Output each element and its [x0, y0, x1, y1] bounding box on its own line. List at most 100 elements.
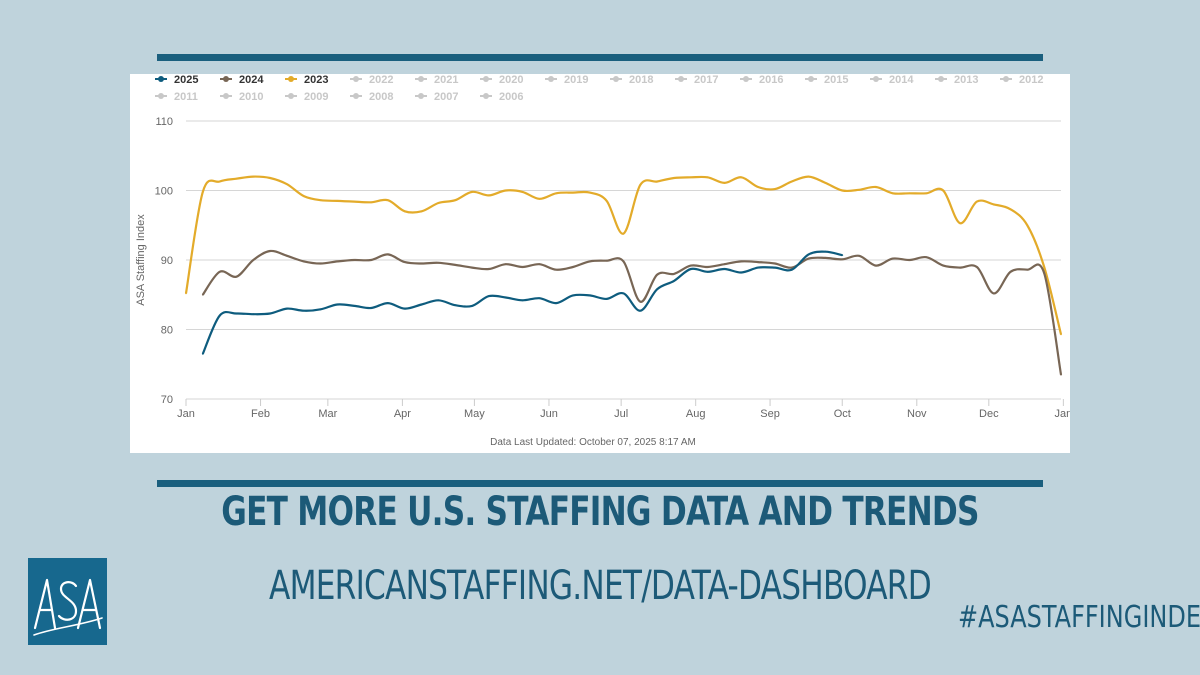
x-tick-label: Jun — [540, 408, 558, 420]
data-point-2025 — [521, 299, 524, 302]
legend-item-2006[interactable]: 2006 — [480, 91, 523, 103]
legend-label: 2008 — [369, 91, 393, 103]
data-point-2025 — [622, 292, 625, 295]
legend-item-2020[interactable]: 2020 — [480, 74, 523, 86]
data-point-2024 — [353, 259, 356, 261]
y-tick-label: 90 — [161, 255, 173, 267]
legend-marker — [353, 76, 359, 82]
x-tick-label: Mar — [318, 408, 337, 420]
top-divider — [157, 54, 1043, 61]
data-point-2024 — [992, 292, 995, 295]
legend-marker — [483, 76, 489, 82]
data-point-2025 — [353, 304, 356, 307]
data-point-2024 — [942, 264, 945, 267]
data-point-2024 — [689, 264, 692, 267]
data-point-2023 — [639, 184, 642, 186]
data-point-2023 — [706, 176, 709, 179]
legend-label: 2021 — [434, 74, 458, 86]
legend-marker — [613, 76, 619, 82]
data-point-2023 — [420, 210, 423, 213]
legend-marker — [223, 93, 229, 99]
y-tick-label: 80 — [161, 325, 173, 337]
data-point-2023 — [1060, 333, 1062, 336]
legend-item-2023[interactable]: 2023 — [285, 74, 328, 86]
data-point-2025 — [336, 303, 339, 306]
data-point-2024 — [286, 254, 288, 257]
legend-marker — [158, 76, 164, 82]
data-point-2024 — [572, 266, 574, 268]
legend-item-2017[interactable]: 2017 — [675, 74, 718, 86]
data-point-2024 — [891, 257, 894, 260]
data-point-2024 — [235, 275, 238, 278]
data-point-2024 — [908, 259, 911, 261]
x-tick-label: Sep — [760, 408, 780, 420]
legend-item-2018[interactable]: 2018 — [610, 74, 653, 86]
data-point-2023 — [757, 186, 760, 188]
data-point-2024 — [740, 260, 743, 263]
data-point-2023 — [605, 200, 608, 202]
legend-marker — [418, 93, 424, 99]
dashboard-link[interactable]: AMERICANSTAFFING.NET/DATA-DASHBOARD — [269, 563, 932, 609]
data-point-2024 — [959, 266, 961, 269]
legend-item-2012[interactable]: 2012 — [1000, 74, 1043, 86]
x-tick-label: Jan — [1054, 408, 1070, 420]
legend-item-2019[interactable]: 2019 — [545, 74, 588, 86]
data-point-2023 — [555, 192, 558, 195]
data-point-2023 — [370, 201, 372, 204]
legend-item-2016[interactable]: 2016 — [740, 74, 783, 86]
legend-label: 2015 — [824, 74, 848, 86]
x-tick-label: Dec — [979, 408, 999, 420]
legend-item-2015[interactable]: 2015 — [805, 74, 848, 86]
legend-item-2008[interactable]: 2008 — [350, 91, 393, 103]
data-point-2025 — [807, 253, 810, 256]
data-point-2023 — [319, 199, 322, 202]
data-point-2024 — [1009, 270, 1012, 273]
legend-item-2007[interactable]: 2007 — [415, 91, 458, 103]
data-point-2025 — [319, 308, 322, 311]
data-point-2023 — [622, 232, 625, 235]
data-point-2025 — [572, 294, 574, 297]
x-tick-label: Jan — [177, 408, 195, 420]
data-point-2023 — [740, 176, 743, 179]
data-point-2025 — [555, 302, 558, 304]
legend-label: 2025 — [174, 74, 198, 86]
data-point-2025 — [387, 302, 389, 304]
legend-marker — [1003, 76, 1009, 82]
data-point-2024 — [875, 264, 877, 267]
legend-marker — [288, 76, 294, 82]
data-point-2023 — [235, 177, 238, 180]
legend-item-2010[interactable]: 2010 — [220, 91, 263, 103]
data-point-2023 — [403, 210, 406, 213]
legend-label: 2010 — [239, 91, 263, 103]
data-point-2023 — [790, 180, 793, 183]
x-tick-label: May — [464, 408, 485, 420]
legend-item-2009[interactable]: 2009 — [285, 91, 328, 103]
data-point-2023 — [504, 189, 507, 192]
data-point-2024 — [1060, 373, 1062, 376]
legend-item-2022[interactable]: 2022 — [350, 74, 393, 86]
x-tick-label: Apr — [394, 408, 411, 420]
legend-item-2013[interactable]: 2013 — [935, 74, 978, 86]
legend-item-2025[interactable]: 2025 — [155, 74, 198, 86]
legend-label: 2013 — [954, 74, 978, 86]
legend-item-2024[interactable]: 2024 — [220, 74, 264, 86]
data-point-2024 — [504, 263, 507, 266]
legend-marker — [223, 76, 229, 82]
legend-item-2011[interactable]: 2011 — [155, 91, 198, 103]
legend-item-2021[interactable]: 2021 — [415, 74, 458, 86]
data-point-2024 — [807, 257, 810, 260]
y-tick-label: 110 — [155, 116, 173, 128]
data-point-2024 — [605, 259, 608, 262]
legend-label: 2023 — [304, 74, 328, 86]
data-point-2023 — [437, 202, 440, 204]
chart-background — [130, 74, 1070, 453]
data-point-2024 — [538, 263, 541, 266]
data-point-2024 — [269, 250, 272, 252]
data-point-2023 — [286, 183, 288, 186]
data-point-2023 — [689, 176, 692, 179]
headline: GET MORE U.S. STAFFING DATA AND TRENDS — [221, 489, 979, 535]
data-point-2024 — [336, 260, 339, 263]
legend-item-2014[interactable]: 2014 — [870, 74, 914, 86]
data-point-2023 — [1043, 266, 1046, 268]
hashtag[interactable]: #ASASTAFFINGINDEX — [958, 600, 1200, 635]
